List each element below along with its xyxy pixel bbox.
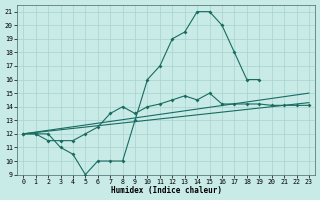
X-axis label: Humidex (Indice chaleur): Humidex (Indice chaleur) [111,186,221,195]
